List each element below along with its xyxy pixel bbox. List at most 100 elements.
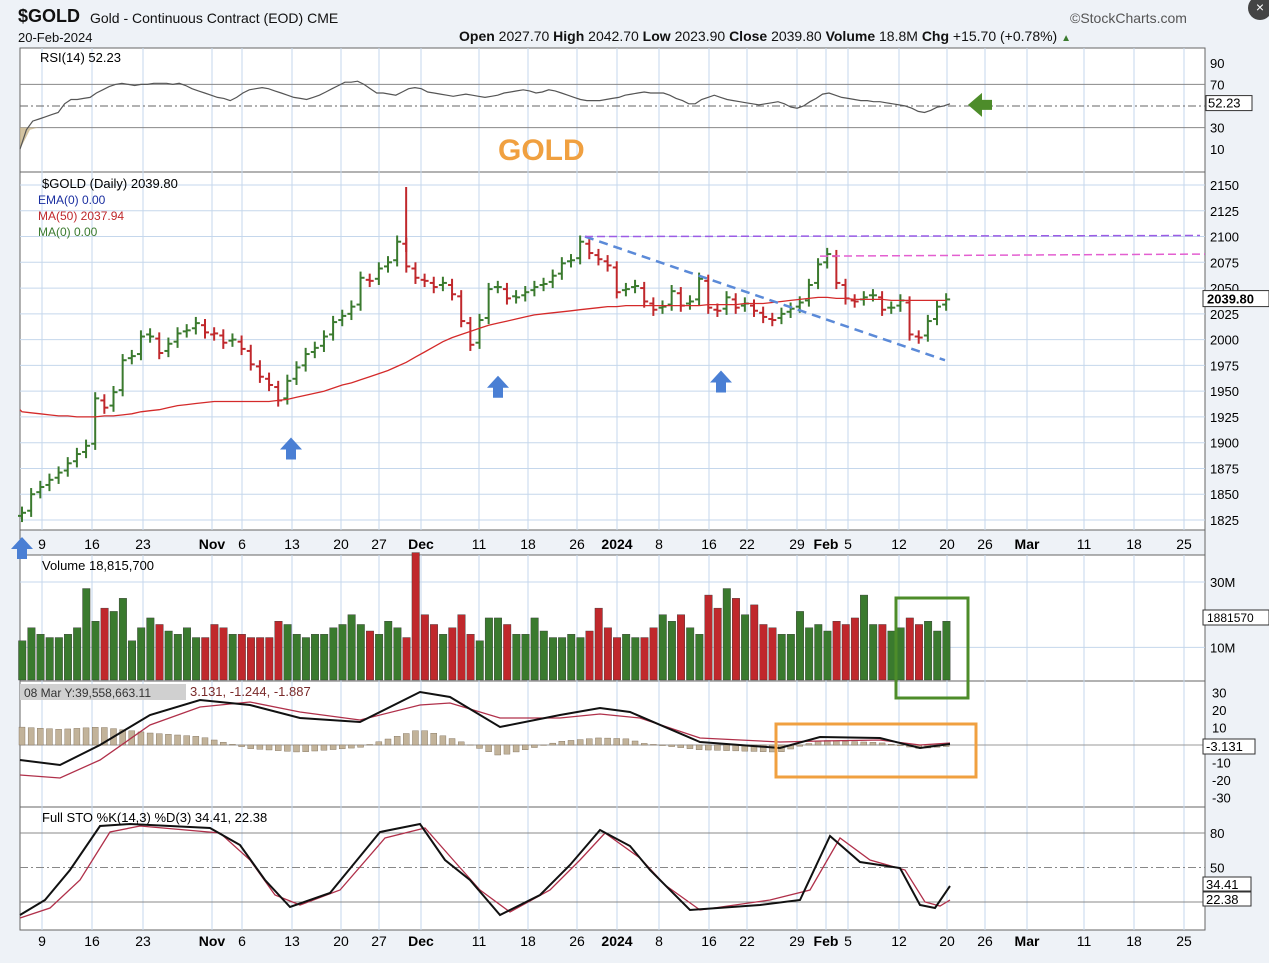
macd-histogram-bar xyxy=(64,728,71,746)
x-tick-label: 6 xyxy=(238,536,246,552)
volume-current-value: 1881570 xyxy=(1207,611,1254,625)
macd-histogram-bar xyxy=(348,744,355,749)
volume-bar xyxy=(155,624,164,681)
volume-bar xyxy=(549,637,557,681)
macd-histogram-bar xyxy=(430,733,437,746)
macd-signal-line xyxy=(19,701,951,779)
sto-d-value: 22.38 xyxy=(1206,892,1239,907)
volume-bar xyxy=(796,611,804,681)
open-label: Open xyxy=(459,28,495,44)
macd-histogram-bar xyxy=(833,740,840,746)
volume-bar xyxy=(118,598,127,681)
ohlc-bar xyxy=(759,306,768,324)
volume-bar xyxy=(887,630,896,681)
symbol: $GOLD xyxy=(18,6,81,26)
volume-bar xyxy=(603,627,612,681)
volume-bar xyxy=(494,617,502,681)
ohlc-bar xyxy=(164,337,173,358)
volume-bar xyxy=(905,617,914,681)
volume-bar xyxy=(247,637,255,681)
macd-histogram-bar xyxy=(256,744,264,750)
close-icon[interactable]: × xyxy=(1248,0,1269,20)
price-tick-label: 2025 xyxy=(1210,307,1239,322)
date: 20-Feb-2024 xyxy=(18,30,93,45)
volume-bar xyxy=(594,607,603,681)
volume-value: 18.8M xyxy=(879,28,918,44)
macd-histogram-bar xyxy=(101,727,108,746)
x-tick-label: 2024 xyxy=(601,933,632,949)
ohlc-bar xyxy=(695,272,704,306)
ohlc-bar xyxy=(173,327,182,348)
chg-value: +15.70 (+0.78%) xyxy=(952,28,1058,44)
ohlc-bar xyxy=(521,286,530,302)
macd-histogram-bar xyxy=(604,737,611,746)
ohlc-bar xyxy=(228,333,237,347)
sto-tick-label: 80 xyxy=(1210,826,1224,841)
volume-bar xyxy=(329,627,338,681)
macd-histogram-bar xyxy=(439,735,447,746)
ohlc-bar xyxy=(384,256,392,273)
ohlc-bar xyxy=(914,330,923,344)
high-label: High xyxy=(553,28,585,44)
volume-highlight-box xyxy=(894,596,970,700)
macd-histogram-bar xyxy=(311,744,318,752)
ohlc-bar xyxy=(512,290,521,304)
volume-bar xyxy=(448,627,457,681)
volume-bar xyxy=(649,627,658,681)
volume-bar xyxy=(823,630,832,681)
x-tick-label: 13 xyxy=(284,536,300,552)
volume-bar xyxy=(54,637,63,681)
ohlc-bar xyxy=(530,280,539,297)
x-tick-label: 11 xyxy=(1077,536,1092,552)
volume-bar xyxy=(814,624,823,681)
ohlc-bar xyxy=(118,354,127,397)
macd-histogram-bar xyxy=(201,737,209,746)
macd-histogram-bar xyxy=(522,744,529,750)
x-tick-label: Nov xyxy=(199,536,226,552)
macd-histogram-bar xyxy=(503,744,511,755)
macd-histogram-bar xyxy=(494,744,501,756)
x-tick-label: 20 xyxy=(939,536,955,552)
ohlc-bar xyxy=(18,506,26,523)
ohlc-bar xyxy=(585,237,594,260)
ohlc-bar xyxy=(466,316,475,351)
volume-bar xyxy=(164,630,173,681)
ohlc-bar xyxy=(804,278,813,307)
exchange: CME xyxy=(307,10,339,26)
ohlc-bar xyxy=(356,271,365,311)
volume-bar xyxy=(695,634,704,681)
volume-bar xyxy=(860,594,868,681)
volume-bar xyxy=(430,624,438,681)
brand: ©StockCharts.com xyxy=(1070,10,1187,26)
volume-bar xyxy=(338,624,347,681)
volume-bar xyxy=(631,637,640,681)
x-tick-label: 5 xyxy=(844,933,852,949)
x-tick-label: 8 xyxy=(655,536,663,552)
sto-panel xyxy=(19,806,1206,931)
chg-up-icon: ▲ xyxy=(1061,33,1072,44)
price-tick-label: 2000 xyxy=(1210,333,1239,348)
macd-histogram-bar xyxy=(174,734,181,746)
ohlc-bar xyxy=(265,372,274,392)
panels xyxy=(19,47,1206,931)
volume-bar xyxy=(420,614,429,681)
macd-histogram-bar xyxy=(842,741,849,746)
volume-bar xyxy=(530,617,539,681)
ohlc-bar xyxy=(603,255,612,272)
axis-labels: 9 9 16 16 23 23 Nov Nov 6 6 13 13 20 20 27 27 Dec Dec 11 11… xyxy=(38,56,1269,949)
ohlc-bar xyxy=(548,269,557,289)
ohlc-bar xyxy=(713,303,722,317)
x-tick-label: 20 xyxy=(333,536,349,552)
price-tick-label: 2100 xyxy=(1210,230,1239,245)
x-tick-label: 26 xyxy=(977,933,993,949)
macd-histogram-bar xyxy=(622,738,630,746)
volume-bar xyxy=(585,630,594,681)
macd-histogram-bar xyxy=(448,738,456,746)
volume-bar xyxy=(320,634,329,681)
low-value: 2023.90 xyxy=(674,28,726,44)
volume-bar xyxy=(274,621,283,681)
x-tick-label: 16 xyxy=(84,536,100,552)
sto-d-box xyxy=(1202,891,1252,907)
macd-tick-label: -30 xyxy=(1212,791,1231,806)
